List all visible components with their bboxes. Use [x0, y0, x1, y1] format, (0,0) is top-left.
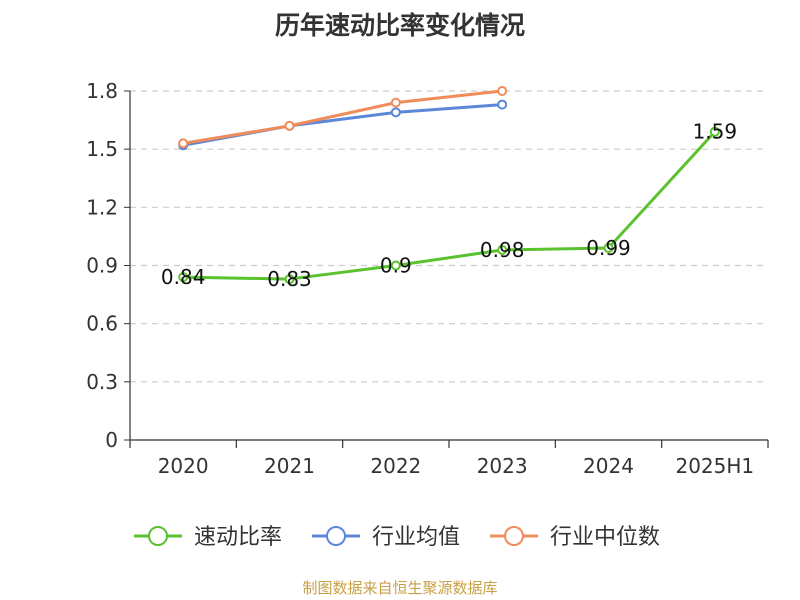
x-tick-label: 2022 [370, 454, 421, 478]
x-tick-label: 2024 [583, 454, 634, 478]
data-label: 0.84 [161, 265, 206, 289]
legend-item[interactable]: 行业均值 [312, 525, 460, 550]
x-tick-label: 2021 [264, 454, 315, 478]
data-point[interactable] [284, 120, 295, 131]
data-label: 0.83 [267, 267, 312, 291]
data-point[interactable] [497, 99, 508, 110]
legend-item[interactable]: 速动比率 [134, 525, 282, 550]
x-tick-label: 2020 [158, 454, 209, 478]
data-point[interactable] [497, 86, 508, 96]
data-point[interactable] [284, 274, 295, 285]
legend-marker-icon [504, 526, 524, 546]
y-tick-label: 1.8 [86, 79, 118, 103]
data-source: 制图数据来自恒生聚源数据库 [302, 579, 498, 597]
data-point[interactable] [709, 126, 720, 137]
series-line [183, 130, 716, 281]
x-tick-label: 2023 [477, 454, 528, 478]
y-tick-label: 0.3 [86, 370, 118, 394]
series-line [182, 103, 503, 147]
data-point[interactable] [390, 260, 401, 271]
y-tick-label: 0.9 [86, 254, 118, 278]
data-point[interactable] [603, 243, 614, 254]
y-tick-label: 1.5 [86, 137, 118, 161]
legend-marker-icon [326, 526, 346, 546]
chart-title: 历年速动比率变化情况 [274, 11, 525, 40]
data-labels: 0.84 0.83 0.9 0.98 0.99 1.59 [161, 120, 737, 291]
series-line [182, 89, 503, 145]
legend[interactable]: 速动比率 行业均值 行业中位数 [134, 525, 660, 550]
data-point[interactable] [390, 107, 401, 118]
data-label: 0.98 [480, 238, 525, 262]
legend-item[interactable]: 行业中位数 [490, 525, 660, 550]
data-point[interactable] [497, 244, 508, 255]
data-point[interactable] [178, 138, 189, 149]
y-tick-label: 0 [105, 428, 118, 452]
legend-label: 行业均值 [372, 525, 460, 550]
data-point[interactable] [178, 272, 189, 283]
y-tick-label: 0.6 [86, 312, 118, 336]
axes: 0 0.3 0.6 0.9 1.2 1.5 1.8 2020 2021 2022 2023 2024 2… [86, 79, 769, 478]
data-label: 0.99 [586, 236, 631, 260]
x-tick-label: 2025H1 [675, 454, 754, 478]
series-lines [178, 86, 720, 285]
y-tick-label: 1.2 [86, 195, 118, 219]
legend-marker-icon [148, 526, 168, 546]
grid-lines [130, 90, 768, 383]
data-label: 1.59 [693, 120, 738, 144]
data-label: 0.9 [380, 254, 412, 278]
data-point[interactable] [390, 97, 401, 108]
legend-label: 速动比率 [194, 525, 282, 550]
legend-label: 行业中位数 [550, 525, 660, 550]
